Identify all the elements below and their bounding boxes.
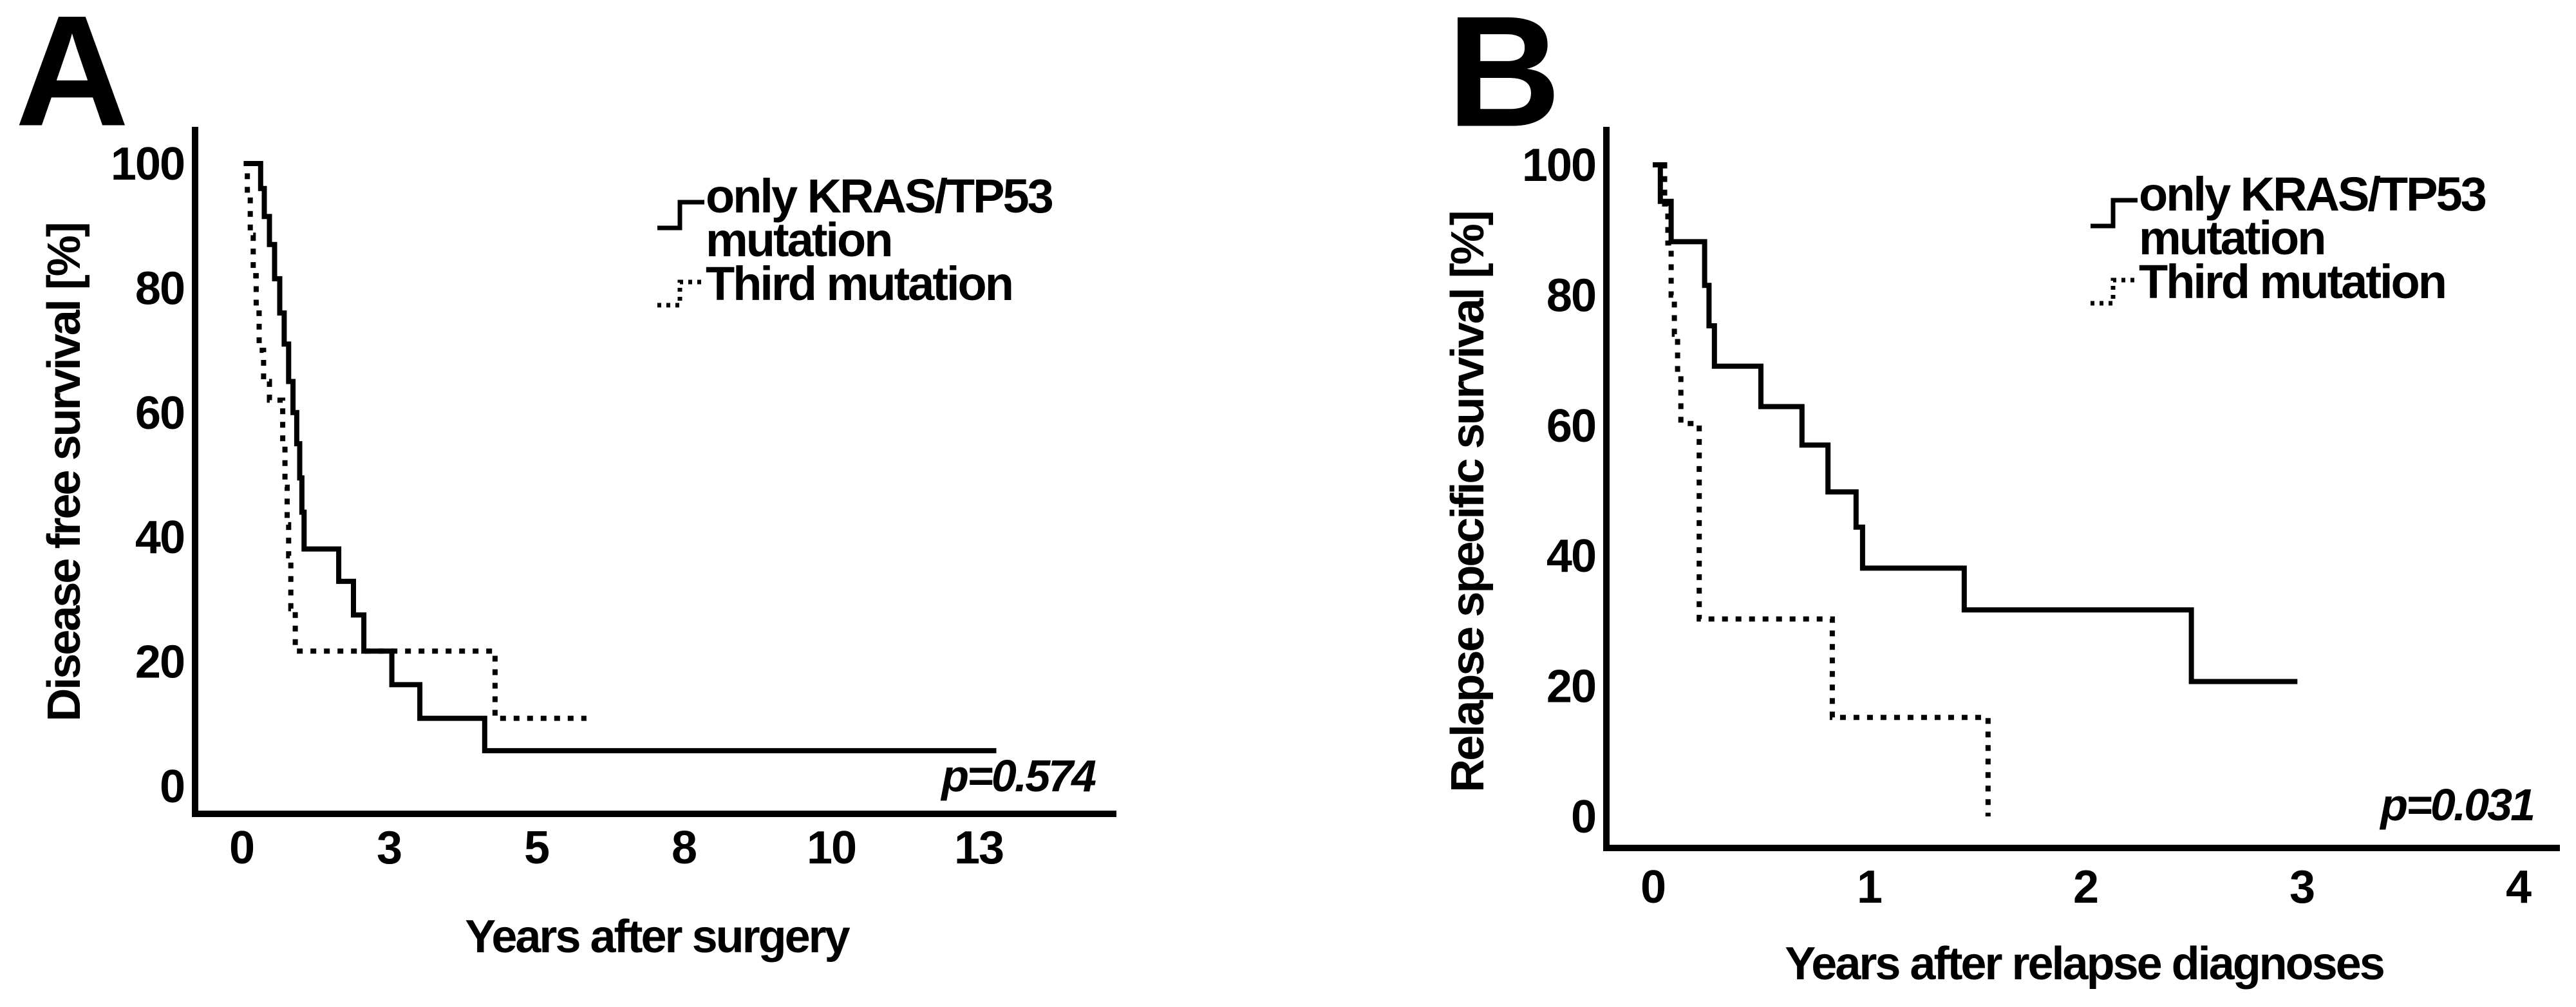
- y-tick-label: 20: [135, 637, 184, 688]
- x-tick-label: 8: [672, 822, 696, 874]
- km-curve-solid: [1653, 162, 2298, 684]
- x-tick-label: 10: [807, 822, 856, 874]
- y-tick-label: 20: [1547, 661, 1595, 713]
- y-tick-label: 80: [1547, 270, 1595, 321]
- y-axis-title-b: Relapse specific survival [%]: [1442, 212, 1494, 793]
- x-tick-label: 3: [377, 822, 401, 874]
- x-tick-label: 4: [2506, 861, 2532, 913]
- x-tick-label: 1: [1857, 861, 1882, 913]
- y-tick-label: 0: [1571, 791, 1595, 843]
- legend-solid-step-icon: [2091, 198, 2138, 229]
- x-tick-label: 3: [2289, 861, 2314, 913]
- y-tick-label: 100: [111, 138, 184, 190]
- x-tick-label: 5: [524, 822, 549, 874]
- axes: [1603, 127, 2560, 851]
- x-tick-label: 0: [1641, 861, 1665, 913]
- x-tick-label: 0: [229, 822, 254, 874]
- legend-dotted-step-icon: [657, 279, 704, 308]
- y-tick-label: 40: [1547, 531, 1595, 582]
- y-tick-label: 40: [135, 512, 184, 563]
- y-tick-label: 100: [1522, 140, 1595, 191]
- km-curve-dotted: [243, 161, 587, 721]
- y-tick-label: 60: [135, 388, 184, 439]
- x-tick-label: 13: [954, 822, 1003, 874]
- legend-label-solid-line1: only KRAS/TP53: [706, 169, 1054, 223]
- legend-solid-step-icon: [657, 200, 704, 231]
- y-axis-title-a: Disease free survival [%]: [39, 223, 90, 722]
- x-axis-title-b: Years after relapse diagnoses: [1785, 938, 2385, 990]
- legend-label-dotted: Third mutation: [706, 257, 1014, 310]
- p-value-b: p=0.031: [2380, 780, 2535, 830]
- p-value-a: p=0.574: [941, 751, 1096, 801]
- legend-label-solid-line2: mutation: [706, 213, 893, 267]
- panel-b-label: B: [1447, 0, 1561, 160]
- km-curve-solid: [245, 161, 997, 753]
- axes: [192, 127, 1116, 817]
- panel-b-plot: 100 80 60 40 20 00 1 2 3 4: [1522, 127, 2560, 913]
- legend-dotted-step-icon: [2091, 278, 2138, 306]
- legend-label-solid-line2: mutation: [2139, 211, 2326, 265]
- y-tick-label: 0: [160, 761, 184, 813]
- km-curve-dotted: [1662, 162, 1991, 816]
- panel-a-label: A: [15, 0, 129, 159]
- x-axis-title-a: Years after surgery: [465, 911, 850, 963]
- y-tick-label: 80: [135, 263, 184, 314]
- legend-label-dotted: Third mutation: [2139, 255, 2447, 308]
- panel-a-plot: 100 80 60 40 20 00 3 5 8 10 13: [111, 127, 1116, 874]
- x-tick-label: 2: [2073, 861, 2098, 913]
- y-tick-label: 60: [1547, 400, 1595, 452]
- legend-label-solid-line1: only KRAS/TP53: [2139, 167, 2487, 221]
